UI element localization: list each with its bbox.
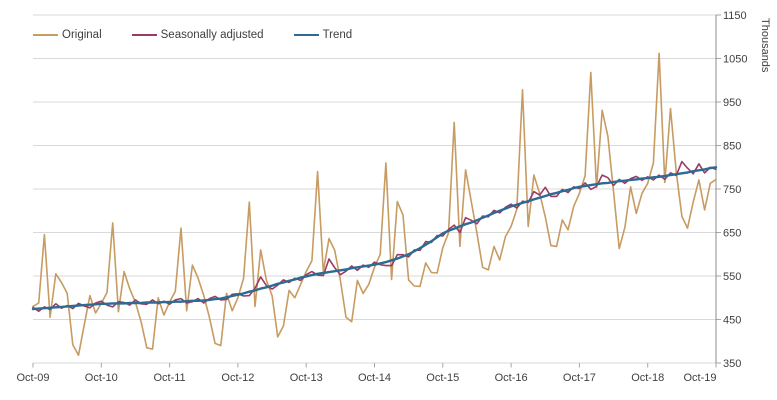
y-tick-label-450: 450 <box>723 315 741 327</box>
legend-label-seasonally-adjusted: Seasonally adjusted <box>160 29 264 41</box>
series-line-original <box>32 52 717 357</box>
legend-label-trend: Trend <box>322 29 353 41</box>
legend-swatch-seasonally-adjusted <box>131 34 157 36</box>
x-tick-label-Oct-13: Oct-13 <box>290 372 323 384</box>
x-tick-label-Oct-11: Oct-11 <box>153 372 185 384</box>
x-tick-label-Oct-18: Oct-18 <box>631 372 664 384</box>
x-tick-label-Oct-19: Oct-19 <box>683 372 716 384</box>
legend-item-trend: Trend <box>293 29 353 41</box>
x-tick-label-Oct-09: Oct-09 <box>16 372 49 384</box>
y-axis-title: Thousands <box>759 18 771 73</box>
legend-swatch-trend <box>293 34 319 36</box>
x-tick-label-Oct-12: Oct-12 <box>221 372 254 384</box>
y-tick-label-850: 850 <box>723 141 741 153</box>
legend-item-seasonally-adjusted: Seasonally adjusted <box>131 29 264 41</box>
x-tick-label-Oct-15: Oct-15 <box>426 372 459 384</box>
x-tick-label-Oct-10: Oct-10 <box>85 372 118 384</box>
legend-item-original: Original <box>33 29 102 41</box>
y-tick-label-750: 750 <box>723 184 741 196</box>
y-tick-label-350: 350 <box>723 358 741 370</box>
chart-legend: Original Seasonally adjusted Trend <box>33 29 352 41</box>
x-tick-label-Oct-16: Oct-16 <box>495 372 528 384</box>
y-tick-label-1050: 1050 <box>723 54 747 66</box>
x-tick-label-Oct-14: Oct-14 <box>358 372 391 384</box>
y-tick-label-650: 650 <box>723 228 741 240</box>
y-tick-label-1150: 1150 <box>723 10 747 22</box>
series-line-seasonally-adjusted <box>32 160 717 313</box>
x-tick-label-Oct-17: Oct-17 <box>563 372 596 384</box>
legend-label-original: Original <box>62 29 102 41</box>
legend-swatch-original <box>33 34 58 36</box>
y-tick-label-550: 550 <box>723 271 741 283</box>
series-line-trend <box>31 166 718 311</box>
y-tick-label-950: 950 <box>723 97 741 109</box>
